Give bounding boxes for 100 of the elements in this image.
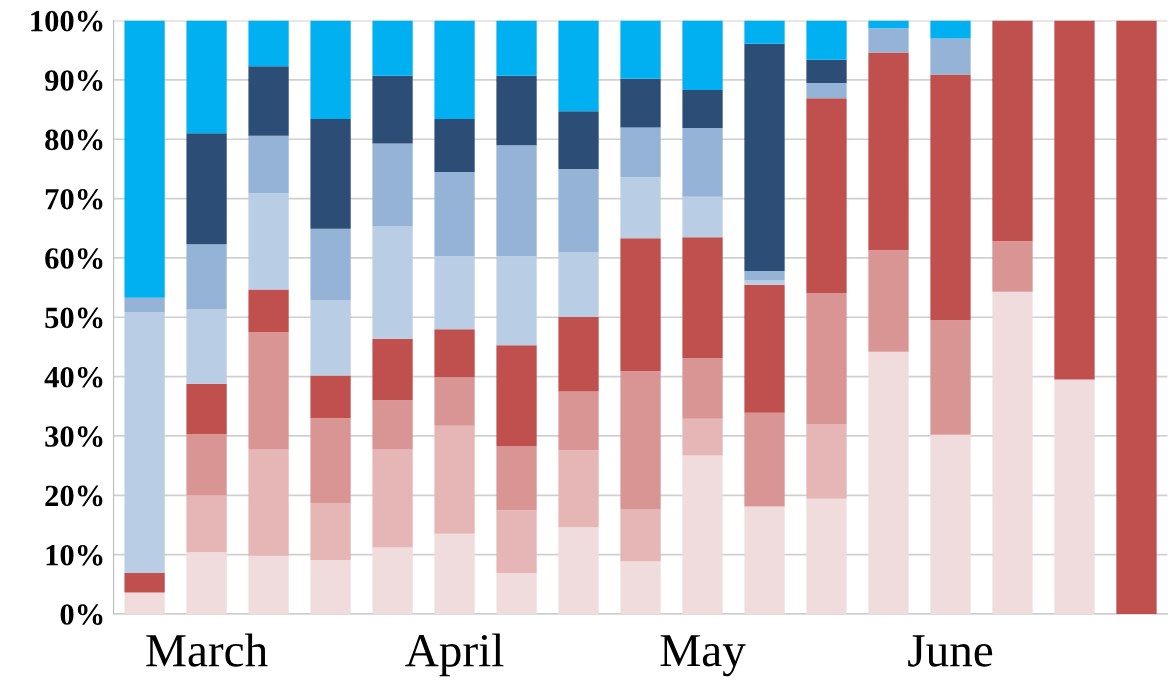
bar [372,400,413,450]
bar [248,66,289,136]
bar [868,351,909,614]
bar [682,20,723,91]
bar [372,338,413,401]
bar [868,52,909,251]
bar [682,455,723,614]
bar [992,241,1033,292]
bar [744,506,785,614]
bar [310,300,351,376]
bar [682,127,723,197]
bar [248,135,289,194]
bar [310,418,351,504]
y-tick-label: 60% [45,248,103,269]
bar [186,434,227,496]
bar [1116,20,1157,614]
y-tick-label: 70% [45,188,103,210]
y-tick-label: 40% [44,366,103,388]
bar [124,592,165,614]
bar [744,284,785,413]
bar [434,377,475,426]
bar [124,312,165,574]
bar [930,20,971,39]
bar [744,412,785,507]
bar [310,228,351,301]
bar [620,20,661,79]
bar [310,20,351,120]
y-tick-label: 10% [46,544,103,566]
bar [806,424,847,499]
bar [186,309,227,384]
bar [124,573,165,593]
bar [186,495,227,553]
bar [930,320,971,435]
bar [372,75,413,144]
bar [496,20,537,76]
x-tick-label: March [146,633,268,667]
bar [620,238,661,372]
bar [620,371,661,509]
bar [806,20,847,60]
bar [372,449,413,548]
bar [186,244,227,310]
bar [186,552,227,614]
y-tick-label: 90% [44,70,103,91]
bar [682,196,723,238]
bar [806,59,847,83]
bar [682,90,723,128]
bar [186,20,227,134]
bar [806,98,847,293]
bar [930,434,971,614]
x-tick-label: May [660,635,746,677]
bar [620,508,661,562]
bar [682,237,723,359]
bar [434,119,475,172]
bar [806,498,847,614]
bar [744,280,785,285]
bar [558,20,599,112]
bar [434,20,475,120]
bar [558,527,599,614]
bar [620,127,661,178]
y-tick-label: 20% [45,485,103,507]
bar [496,145,537,257]
bar [930,38,971,75]
bar [558,168,599,253]
bar [372,143,413,226]
bar [558,252,599,317]
bar [310,375,351,419]
bar [248,193,289,290]
bar [868,20,909,29]
bar [682,358,723,419]
bar [744,43,785,271]
bar [1054,379,1095,614]
bar [186,133,227,245]
bar [992,20,1033,242]
bar [248,289,289,333]
bar [558,450,599,528]
bar [248,449,289,556]
bar [124,20,165,298]
y-tick-label: 0% [60,604,103,625]
bar [496,75,537,146]
bar [372,20,413,76]
x-tick-label: June [908,635,993,667]
bar [496,345,537,447]
bar [868,250,909,352]
y-tick-label: 100% [31,10,103,32]
bar [806,82,847,99]
bar [682,418,723,456]
bar [558,111,599,169]
bar [558,316,599,392]
bar [744,20,785,44]
bar [930,74,971,321]
bar [248,555,289,614]
bar [496,256,537,346]
bar [806,292,847,425]
y-tick-label: 80% [45,129,103,151]
bar [124,297,165,313]
bar [248,20,289,67]
bar [434,533,475,614]
bar [372,225,413,339]
bar [744,270,785,281]
bar [620,561,661,614]
